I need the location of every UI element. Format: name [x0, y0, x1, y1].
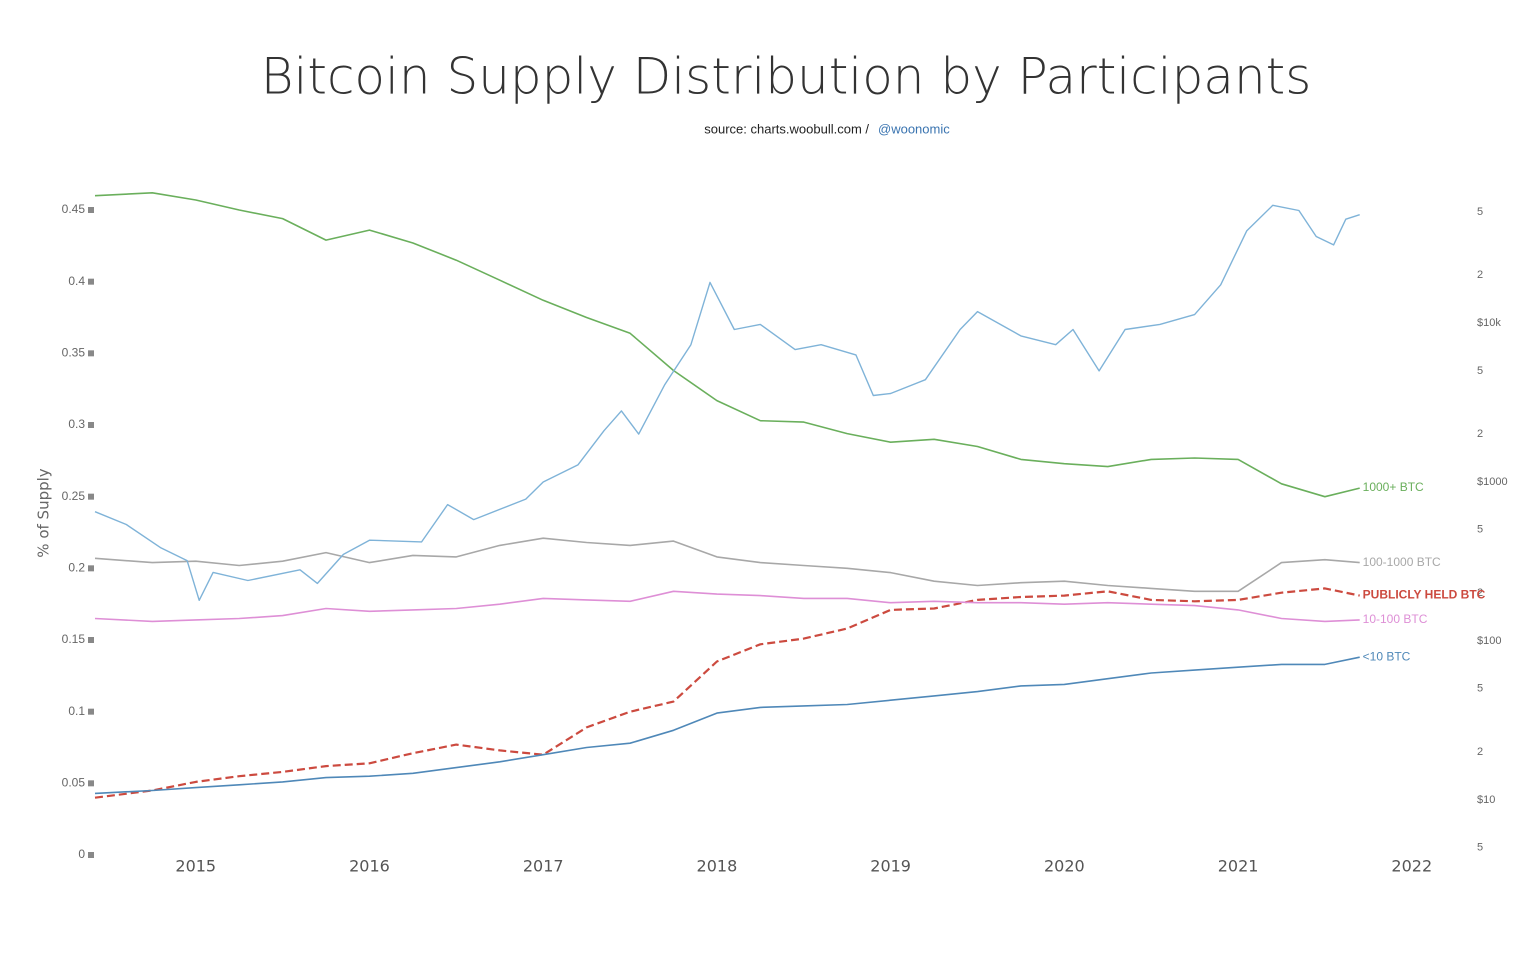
price-line [94, 204, 1360, 601]
y2-tick-label: 5 [1477, 524, 1483, 536]
series-label: 100-1000 BTC [1363, 555, 1441, 569]
y2-tick-label: 5 [1477, 206, 1483, 218]
y-tick-mark [88, 852, 94, 858]
y-tick-label: 0.25 [62, 489, 86, 503]
y2-tick-label: $10k [1477, 317, 1501, 329]
series-line [94, 192, 1360, 498]
y-tick-label: 0 [78, 847, 85, 861]
series-label: 10-100 BTC [1363, 612, 1428, 626]
series-line [94, 587, 1360, 799]
x-tick-label: 2021 [1218, 857, 1259, 876]
y-tick-label: 0.1 [68, 704, 85, 718]
y-tick-label: 0.4 [68, 274, 85, 288]
y2-tick-label: 2 [1477, 269, 1483, 281]
chart-title: Bitcoin Supply Distribution by Participa… [261, 48, 1312, 106]
y-tick-mark [88, 780, 94, 787]
series-label: 1000+ BTC [1363, 480, 1424, 494]
series-line [94, 537, 1360, 593]
source-handle[interactable]: @woonomic [878, 121, 950, 136]
x-tick-label: 2016 [349, 857, 390, 876]
y2-tick-label: 5 [1477, 842, 1483, 854]
y2-tick-label: 5 [1477, 683, 1483, 695]
y-tick-label: 0.2 [68, 561, 85, 575]
y-tick-label: 0.15 [62, 632, 86, 646]
y2-tick-label: 5 [1477, 365, 1483, 377]
y2-tick-label: 2 [1477, 587, 1483, 599]
x-tick-label: 2020 [1044, 857, 1085, 876]
x-tick-label: 2017 [523, 857, 564, 876]
x-tick-label: 2022 [1391, 857, 1432, 876]
series-line [94, 590, 1360, 623]
y-tick-mark [88, 207, 94, 213]
x-tick-label: 2018 [697, 857, 738, 876]
y-tick-mark [88, 565, 94, 572]
y-tick-mark [88, 350, 94, 357]
y2-tick-label: $100 [1477, 635, 1501, 647]
y-axis-label: % of Supply [35, 468, 53, 557]
y-tick-mark [88, 493, 94, 500]
source: source: charts.woobull.com / [704, 121, 869, 136]
y-tick-label: 0.3 [68, 417, 85, 431]
x-tick-label: 2015 [175, 857, 216, 876]
y-tick-mark [88, 422, 94, 428]
y-tick-label: 0.45 [62, 202, 86, 216]
y-tick-mark [88, 637, 94, 643]
y-tick-label: 0.35 [62, 346, 86, 360]
y-tick-mark [88, 708, 94, 715]
series-label: <10 BTC [1363, 649, 1411, 663]
y-tick-label: 0.05 [62, 776, 86, 790]
y2-tick-label: $10 [1477, 794, 1495, 806]
series-label: PUBLICLY HELD BTC [1363, 588, 1486, 602]
x-tick-label: 2019 [870, 857, 911, 876]
y2-tick-label: 2 [1477, 746, 1483, 758]
y-tick-mark [88, 278, 94, 285]
y2-tick-label: 2 [1477, 428, 1483, 440]
series-line [94, 656, 1360, 795]
y2-tick-label: $1000 [1477, 476, 1508, 488]
